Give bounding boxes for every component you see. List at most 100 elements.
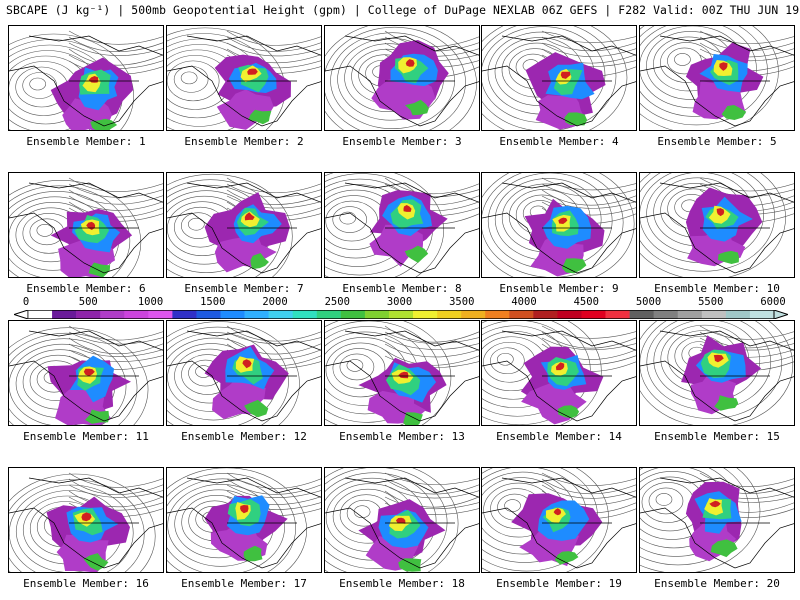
height-contour	[640, 173, 786, 277]
height-contour	[541, 177, 636, 191]
ensemble-map-panel	[481, 172, 637, 278]
cape-shading	[242, 359, 252, 369]
colorbar-tick-label: 2000	[262, 296, 288, 308]
map-canvas	[325, 321, 479, 425]
ensemble-member-label: Ensemble Member: 20	[654, 577, 780, 590]
height-contour	[167, 60, 220, 102]
height-contour	[9, 484, 134, 572]
height-contour	[541, 36, 636, 52]
height-contour	[226, 48, 321, 64]
height-contour	[68, 183, 163, 198]
cape-shading	[398, 558, 422, 572]
cape-shading	[709, 500, 721, 508]
map-canvas	[482, 321, 636, 425]
cape-shading	[545, 507, 566, 524]
height-contour	[640, 26, 757, 117]
height-contour	[640, 321, 783, 419]
ensemble-map-panel	[324, 25, 480, 131]
height-contour	[9, 338, 127, 425]
ensemble-member-label: Ensemble Member: 4	[499, 135, 619, 148]
cape-shading	[248, 109, 272, 125]
height-contour	[325, 468, 448, 572]
height-contour	[9, 33, 134, 130]
colorbar-tick-label: 3000	[386, 296, 413, 308]
height-contour	[68, 195, 163, 211]
colorbar-tick-label: 2500	[324, 296, 350, 308]
cape-shading	[81, 512, 92, 522]
height-contour	[640, 468, 750, 566]
colorbar-swatch	[268, 310, 294, 319]
ensemble-member-label: Ensemble Member: 14	[496, 430, 622, 443]
height-contour	[68, 478, 163, 495]
height-contour	[640, 173, 775, 272]
cape-shading	[240, 505, 249, 514]
cape-shading	[247, 68, 258, 75]
height-contour	[68, 177, 163, 192]
height-contour	[68, 337, 163, 355]
colorbar-swatch	[605, 310, 630, 319]
height-contour	[226, 478, 321, 495]
coastline	[482, 477, 636, 569]
height-contour	[541, 331, 636, 349]
height-contour	[504, 499, 521, 512]
colorbar-swatch	[725, 310, 751, 319]
cape-shading	[716, 208, 725, 217]
ensemble-member-label: Ensemble Member: 3	[342, 135, 462, 148]
cape-shading	[714, 395, 739, 411]
height-contour	[68, 325, 163, 341]
ensemble-map-panel	[8, 172, 164, 278]
cape-shading	[405, 99, 429, 116]
height-contour	[332, 206, 368, 233]
height-contour	[167, 321, 300, 425]
colorbar-tick-label: 1500	[200, 296, 226, 308]
ensemble-map-panel	[324, 320, 480, 426]
ensemble-map-panel	[324, 172, 480, 278]
height-contour	[332, 348, 386, 389]
height-contour	[339, 353, 375, 381]
colorbar-swatch	[629, 310, 654, 319]
cape-shading	[553, 508, 562, 516]
height-contour	[226, 325, 321, 342]
ensemble-map-panel	[639, 25, 795, 131]
chart-title: SBCAPE (J kg⁻¹) | 500mb Geopotential Hei…	[6, 3, 800, 17]
colorbar-swatch	[485, 310, 510, 319]
colorbar-swatch	[220, 310, 245, 319]
height-contour	[482, 26, 617, 130]
height-contour	[188, 217, 205, 231]
ensemble-map-panel	[166, 467, 322, 573]
map-canvas	[9, 30, 163, 130]
height-contour	[541, 472, 636, 486]
map-canvas	[640, 321, 794, 425]
map-canvas	[325, 173, 479, 277]
coastline	[9, 182, 163, 274]
height-contour	[226, 343, 321, 360]
coastline	[482, 35, 636, 127]
ensemble-map-panel	[166, 172, 322, 278]
cape-shading	[403, 205, 412, 212]
map-canvas	[9, 325, 163, 425]
cape-shading	[90, 118, 118, 130]
coastline	[9, 35, 163, 127]
ensemble-member-label: Ensemble Member: 6	[26, 282, 146, 295]
cape-shading	[83, 368, 95, 377]
coastline	[9, 477, 163, 569]
colorbar-swatch	[533, 310, 558, 319]
height-contour	[541, 478, 636, 495]
height-contour	[325, 321, 452, 425]
height-contour	[9, 185, 131, 277]
colorbar-swatch	[100, 310, 125, 319]
height-contour	[541, 189, 636, 206]
height-contour	[167, 468, 307, 572]
height-contour	[482, 468, 609, 572]
ensemble-member-label: Ensemble Member: 9	[499, 282, 619, 295]
colorbar-swatch	[509, 310, 534, 319]
map-canvas	[9, 472, 163, 572]
height-contour	[384, 177, 479, 195]
cape-shading	[721, 105, 747, 120]
ensemble-map-panel	[481, 467, 637, 573]
cape-shading	[243, 545, 263, 562]
height-contour	[384, 490, 479, 508]
colorbar-swatch	[316, 310, 342, 319]
height-contour	[384, 478, 479, 495]
cape-shading	[405, 59, 415, 67]
